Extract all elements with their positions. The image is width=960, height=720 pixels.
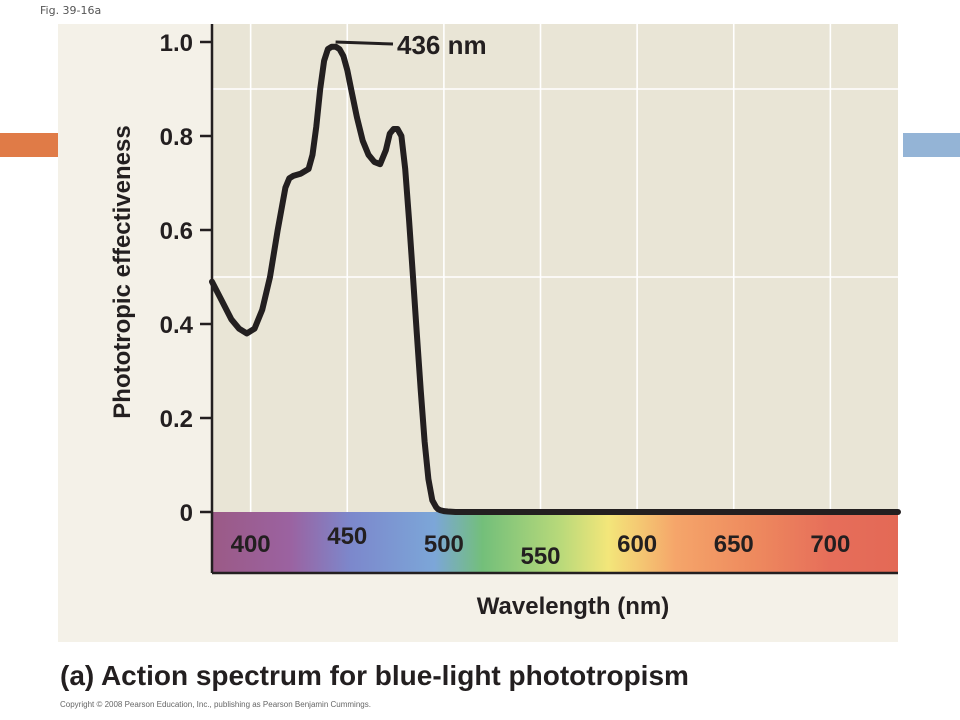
y-tick-label: 0 <box>180 500 193 527</box>
plot-area <box>212 24 898 512</box>
x-axis-title: Wavelength (nm) <box>476 593 670 620</box>
annotation-layer: 436 nm <box>335 30 487 60</box>
y-tick-label: 0.6 <box>160 218 193 245</box>
y-tick-label: 1.0 <box>160 30 193 57</box>
series-layer <box>209 43 901 515</box>
x-tick-labels: 400 450 500 550 600 650 700 <box>231 523 851 570</box>
spectrum-band <box>212 512 898 573</box>
peak-annotation-label: 436 nm <box>397 30 487 60</box>
x-tick-label-650: 650 <box>714 531 754 558</box>
y-tick-label: 0.2 <box>160 406 193 433</box>
decorative-bar-right <box>903 133 960 157</box>
figure-caption: (a) Action spectrum for blue-light photo… <box>60 660 689 691</box>
x-tick-label-400: 400 <box>231 531 271 558</box>
figure-label: Fig. 39-16a <box>40 4 102 17</box>
x-tick-label-700: 700 <box>810 531 850 558</box>
annotation-leader-line <box>335 40 394 46</box>
axes <box>210 24 898 575</box>
decorative-bar-left <box>0 133 58 157</box>
x-tick-label-450: 450 <box>327 523 367 550</box>
x-tick-label-600: 600 <box>617 531 657 558</box>
x-tick-label-550: 550 <box>520 543 560 570</box>
y-ticks: 0 0.2 0.4 0.6 0.8 1.0 <box>160 30 212 527</box>
copyright-notice: Copyright © 2008 Pearson Education, Inc.… <box>60 700 371 709</box>
series-line-0 <box>209 43 901 515</box>
y-axis-title: Phototropic effectiveness <box>109 125 136 419</box>
y-tick-label: 0.4 <box>160 312 194 339</box>
y-tick-label: 0.8 <box>160 124 193 151</box>
grid-lines <box>212 24 898 512</box>
x-tick-label-500: 500 <box>424 531 464 558</box>
